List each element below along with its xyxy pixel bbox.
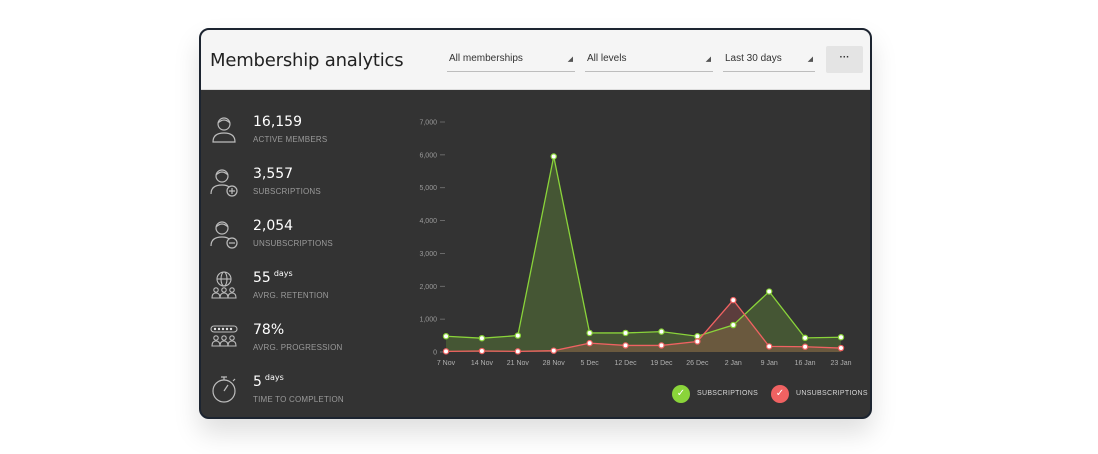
data-point xyxy=(730,321,737,329)
data-point xyxy=(514,348,522,355)
y-tick-label: 5,000 xyxy=(419,185,437,192)
stat-value: 2,054 xyxy=(253,218,294,234)
legend-label: SUBSCRIPTIONS xyxy=(697,390,759,397)
data-point xyxy=(694,333,701,340)
stat-value: 3,557 xyxy=(253,166,294,182)
stat-value: 5 days xyxy=(253,373,284,390)
stat-time-to-completion: 5 days TIME TO COMPLETION xyxy=(201,373,401,417)
y-tick-label: 3,000 xyxy=(419,251,437,258)
stat-label: UNSUBSCRIPTIONS xyxy=(253,239,333,248)
x-tick-label: 5 Dec xyxy=(580,360,599,367)
legend-label: UNSUBSCRIPTIONS xyxy=(796,390,868,397)
stat-value: 78% xyxy=(253,322,285,338)
stat-value: 16,159 xyxy=(253,114,302,130)
y-tick-label: 0 xyxy=(433,350,437,357)
x-tick-label: 23 Jan xyxy=(830,360,851,367)
membership-filter-value: All memberships xyxy=(449,53,523,64)
level-filter-value: All levels xyxy=(587,53,627,64)
data-point xyxy=(550,153,557,160)
x-tick-label: 7 Nov xyxy=(437,360,456,367)
caret-down-icon: ◢ xyxy=(807,56,813,63)
stat-label: AVRG. PROGRESSION xyxy=(253,343,343,352)
check-icon: ✓ xyxy=(672,385,690,403)
y-tick-label: 7,000 xyxy=(419,120,437,127)
stat-label: AVRG. RETENTION xyxy=(253,291,329,300)
period-filter-select[interactable]: Last 30 days ◢ xyxy=(723,48,815,72)
stat-label: TIME TO COMPLETION xyxy=(253,395,344,404)
data-point xyxy=(586,329,593,337)
x-tick-label: 14 Nov xyxy=(471,360,494,367)
membership-analytics-card: Membership analytics All memberships ◢ A… xyxy=(199,28,872,419)
y-tick-label: 2,000 xyxy=(419,284,437,291)
data-point xyxy=(478,347,486,355)
more-options-button[interactable]: ··· xyxy=(826,46,863,73)
data-point xyxy=(550,347,557,354)
x-tick-label: 16 Jan xyxy=(795,360,816,367)
data-point xyxy=(837,334,845,341)
stat-label: SUBSCRIPTIONS xyxy=(253,187,321,196)
caret-down-icon: ◢ xyxy=(567,56,573,63)
x-tick-label: 9 Jan xyxy=(761,360,778,367)
data-point xyxy=(658,328,665,335)
x-tick-label: 26 Dec xyxy=(686,360,709,367)
data-point xyxy=(622,342,629,349)
x-tick-label: 12 Dec xyxy=(614,360,637,367)
series-area xyxy=(446,156,841,352)
x-tick-label: 28 Nov xyxy=(543,360,566,367)
data-point xyxy=(694,338,701,345)
x-tick-label: 19 Dec xyxy=(650,360,673,367)
data-point xyxy=(514,332,522,339)
level-filter-select[interactable]: All levels ◢ xyxy=(585,48,713,72)
page-title: Membership analytics xyxy=(210,50,404,71)
subscriptions-chart: 0 1,000 2,000 3,000 4,000 5,000 6,000 7,000 7 No… xyxy=(419,120,851,368)
data-point xyxy=(478,334,486,342)
check-icon: ✓ xyxy=(771,385,789,403)
person-remove-icon xyxy=(210,221,238,249)
caret-down-icon: ◢ xyxy=(705,56,711,63)
legend-unsubscriptions[interactable]: ✓ UNSUBSCRIPTIONS xyxy=(771,385,870,405)
data-point xyxy=(442,333,450,340)
stat-retention: 55 days AVRG. RETENTION xyxy=(201,269,401,314)
data-point xyxy=(765,343,773,350)
y-tick-label: 1,000 xyxy=(419,317,437,324)
x-tick-label: 2 Jan xyxy=(725,360,742,367)
legend-subscriptions[interactable]: ✓ SUBSCRIPTIONS xyxy=(672,385,762,405)
globe-group-icon xyxy=(211,271,237,299)
data-point xyxy=(801,334,809,342)
x-tick-label: 21 Nov xyxy=(507,360,530,367)
period-filter-value: Last 30 days xyxy=(725,53,782,64)
data-point xyxy=(586,339,593,347)
stat-subscriptions: 3,557 SUBSCRIPTIONS xyxy=(201,166,401,210)
data-point xyxy=(442,348,450,355)
data-point xyxy=(730,296,737,304)
series-line xyxy=(445,299,842,352)
y-tick-label: 4,000 xyxy=(419,218,437,225)
person-add-icon xyxy=(210,169,238,197)
data-point xyxy=(837,344,845,352)
series-line xyxy=(445,156,842,339)
data-point xyxy=(622,329,629,337)
stopwatch-icon xyxy=(212,376,236,403)
series-area xyxy=(446,300,841,352)
data-point xyxy=(765,288,773,295)
person-icon xyxy=(212,117,236,143)
stat-unsubscriptions: 2,054 UNSUBSCRIPTIONS xyxy=(201,218,401,262)
stat-progression: 78% AVRG. PROGRESSION xyxy=(201,322,401,366)
data-point xyxy=(801,343,809,350)
stat-active-members: 16,159 ACTIVE MEMBERS xyxy=(201,114,401,158)
stat-label: ACTIVE MEMBERS xyxy=(253,135,328,144)
membership-filter-select[interactable]: All memberships ◢ xyxy=(447,48,575,72)
data-point xyxy=(658,342,665,349)
stat-value: 55 days xyxy=(253,269,293,286)
card-header: Membership analytics All memberships ◢ A… xyxy=(201,30,870,90)
progress-group-icon xyxy=(210,325,238,347)
y-tick-label: 6,000 xyxy=(419,152,437,159)
